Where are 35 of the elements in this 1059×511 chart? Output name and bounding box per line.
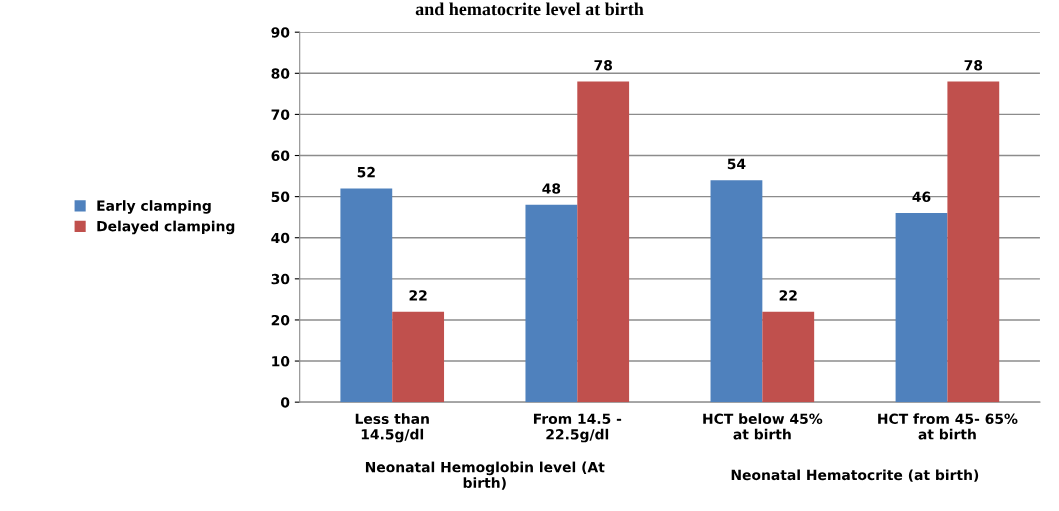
x-tick-label: HCT below 45% at birth [703, 413, 823, 440]
chart-title: and hematocrite level at birth [415, 2, 644, 16]
y-tick-label: 30 [271, 273, 290, 285]
y-tick-label: 70 [271, 109, 290, 120]
y-tick-label: 20 [271, 314, 290, 326]
bar [947, 81, 1000, 403]
y-tick-label: 0 [280, 397, 290, 408]
data-label: 48 [542, 183, 561, 194]
data-label: 22 [779, 290, 797, 301]
y-tick-label: 50 [271, 191, 290, 203]
y-tick-label: 40 [271, 232, 290, 244]
bar [710, 180, 763, 403]
y-tick-label: 90 [271, 27, 290, 38]
y-tick-label: 80 [271, 68, 290, 79]
x-tick-label: HCT from 45- 65% at birth [878, 413, 1018, 440]
data-label: 54 [727, 158, 746, 170]
data-label: 46 [912, 191, 931, 203]
legend-label: Early clamping [97, 200, 211, 214]
bar [762, 311, 815, 403]
data-label: 22 [409, 290, 427, 301]
x-tick-label: Less than 14.5g/dl [355, 413, 429, 443]
data-label: 52 [357, 166, 375, 178]
bar [577, 81, 630, 403]
y-tick-label: 60 [271, 150, 290, 161]
y-tick-label: 10 [272, 356, 290, 367]
legend-label: Delayed clamping [97, 220, 235, 235]
x-tick-label: From 14.5 - 22.5g/dl [533, 413, 622, 443]
bar [340, 188, 393, 403]
text: Neonatal Hemoglobin level (At birth) [365, 461, 605, 490]
bar [392, 311, 445, 403]
bar [525, 204, 578, 403]
bar [895, 213, 948, 403]
data-label: 78 [594, 59, 612, 71]
text: Neonatal Hematocrite (at birth) [731, 469, 979, 482]
data-label: 78 [964, 59, 983, 71]
